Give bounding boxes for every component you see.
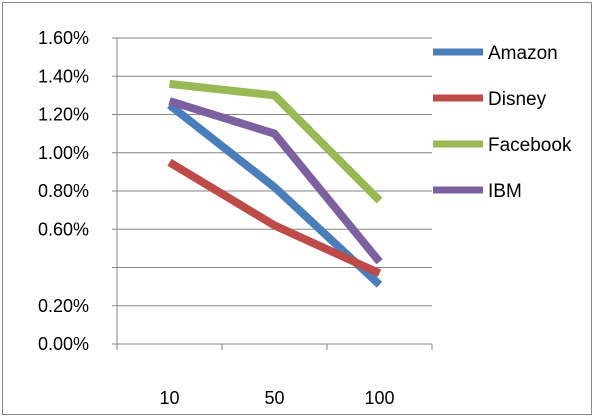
series-line-amazon xyxy=(167,101,383,288)
y-tick-label: 0.00% xyxy=(38,334,89,354)
y-tick-label: 0.20% xyxy=(38,296,89,316)
legend-label-ibm: IBM xyxy=(488,181,522,202)
y-tick-label: 1.60% xyxy=(38,28,89,48)
y-tick-label: 0.60% xyxy=(38,219,89,239)
y-tick-label: 1.20% xyxy=(38,105,89,125)
x-tick-label: 10 xyxy=(159,388,179,408)
x-tick-label: 100 xyxy=(364,388,394,408)
series-line-disney xyxy=(167,158,382,277)
legend: Amazon Disney Facebook IBM xyxy=(433,43,572,202)
y-tick-label: 1.40% xyxy=(38,66,89,86)
gridlines xyxy=(117,37,432,307)
y-tick-label: 1.00% xyxy=(38,143,89,163)
y-axis-tick-labels: 0.00% 0.20% 0.60% 0.80% 1.00% 1.20% 1.40% 1.60% xyxy=(38,28,89,354)
series-line-facebook xyxy=(169,79,383,204)
x-axis-tick-labels: 10 50 100 xyxy=(159,388,394,408)
series-lines xyxy=(167,79,383,288)
legend-label-facebook: Facebook xyxy=(488,135,572,156)
series-line-ibm xyxy=(168,97,383,265)
axes xyxy=(112,37,433,350)
legend-label-amazon: Amazon xyxy=(488,43,558,64)
y-tick-label: 0.80% xyxy=(38,181,89,201)
x-tick-label: 50 xyxy=(264,388,284,408)
legend-label-disney: Disney xyxy=(488,89,547,110)
